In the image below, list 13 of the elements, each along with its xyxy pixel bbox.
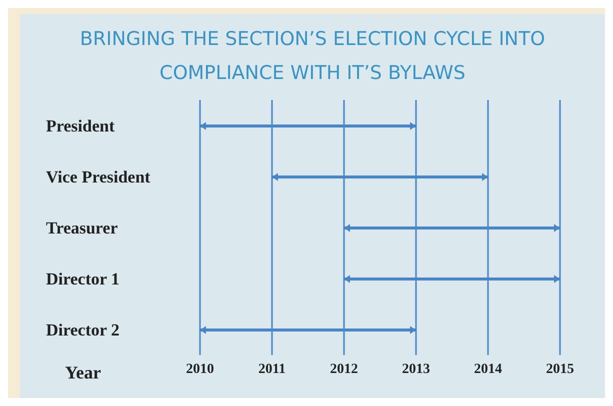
x-tick-label: 2010 — [186, 362, 214, 377]
y-tick-label: Treasurer — [46, 218, 118, 238]
y-tick-label: Vice President — [46, 168, 151, 187]
x-tick-label: 2014 — [474, 362, 502, 377]
y-tick-label: Director 1 — [46, 270, 120, 289]
x-tick-label: 2015 — [546, 362, 574, 377]
x-tick-label: 2011 — [258, 362, 286, 377]
y-tick-label: Director 2 — [46, 320, 120, 340]
x-tick-label: 2013 — [402, 362, 430, 377]
x-tick-label: 2012 — [330, 362, 358, 377]
y-tick-label: President — [46, 116, 115, 136]
chart-title: BRINGING THE SECTION’S ELECTION CYCLE INTO COMPLIANCE WITH IT’S BYLAWS — [78, 27, 546, 86]
x-axis-title: Year — [65, 362, 101, 382]
